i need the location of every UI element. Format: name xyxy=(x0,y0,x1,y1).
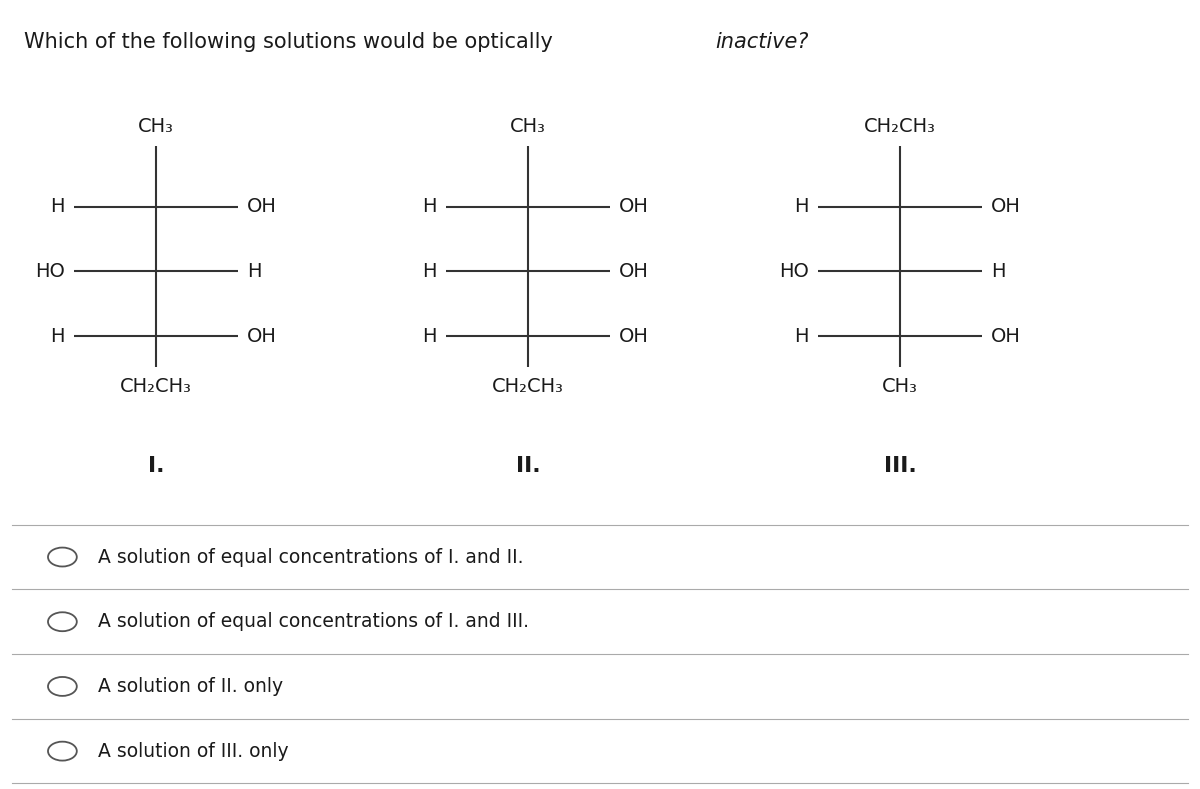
Text: III.: III. xyxy=(883,455,917,476)
Text: OH: OH xyxy=(619,197,649,216)
Text: CH₃: CH₃ xyxy=(882,377,918,396)
Text: H: H xyxy=(422,197,437,216)
Text: II.: II. xyxy=(516,455,540,476)
Text: H: H xyxy=(794,197,809,216)
Text: A solution of II. only: A solution of II. only xyxy=(98,677,283,696)
Text: H: H xyxy=(422,262,437,281)
Text: OH: OH xyxy=(619,327,649,346)
Text: H: H xyxy=(794,327,809,346)
Text: A solution of equal concentrations of I. and III.: A solution of equal concentrations of I.… xyxy=(98,612,529,631)
Text: H: H xyxy=(991,262,1006,281)
Text: H: H xyxy=(422,327,437,346)
Text: CH₂CH₃: CH₂CH₃ xyxy=(120,377,192,396)
Text: inactive?: inactive? xyxy=(715,32,809,51)
Text: OH: OH xyxy=(619,262,649,281)
Text: OH: OH xyxy=(991,327,1021,346)
Text: H: H xyxy=(50,327,65,346)
Text: HO: HO xyxy=(35,262,65,281)
Text: Which of the following solutions would be optically: Which of the following solutions would b… xyxy=(24,32,559,51)
Text: H: H xyxy=(247,262,262,281)
Text: A solution of III. only: A solution of III. only xyxy=(98,742,289,761)
Text: CH₃: CH₃ xyxy=(138,117,174,136)
Text: I.: I. xyxy=(148,455,164,476)
Text: OH: OH xyxy=(247,327,277,346)
Text: H: H xyxy=(50,197,65,216)
Text: CH₂CH₃: CH₂CH₃ xyxy=(864,117,936,136)
Text: OH: OH xyxy=(247,197,277,216)
Text: OH: OH xyxy=(991,197,1021,216)
Text: CH₂CH₃: CH₂CH₃ xyxy=(492,377,564,396)
Text: HO: HO xyxy=(779,262,809,281)
Text: A solution of equal concentrations of I. and II.: A solution of equal concentrations of I.… xyxy=(98,548,524,567)
Text: CH₃: CH₃ xyxy=(510,117,546,136)
